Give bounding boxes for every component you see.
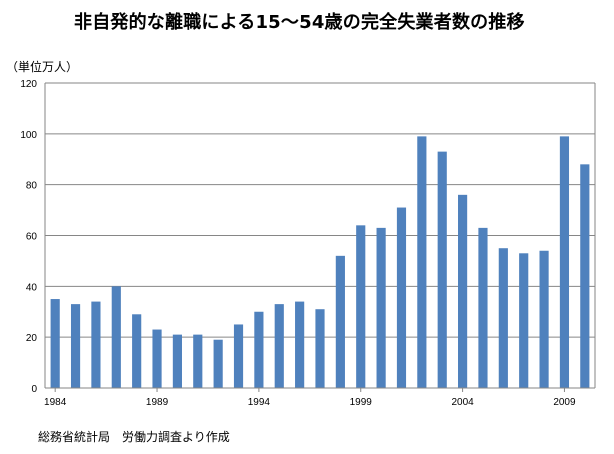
bar-2006 [498,248,508,388]
bar-1988 [132,314,142,388]
bar-1989 [152,329,162,388]
bar-2004 [458,194,468,388]
x-tick-label: 2004 [451,397,474,408]
y-tick-label: 60 [26,232,38,243]
bar-1985 [70,304,81,388]
y-tick-label: 120 [20,79,37,90]
x-tick-label: 2009 [553,397,576,408]
bar-2001 [396,207,407,388]
bar-1987 [111,286,121,388]
y-tick-label: 20 [26,333,38,344]
unit-label: （単位万人） [6,60,79,74]
axes [44,83,596,389]
bar-1986 [91,301,101,388]
x-tick-label: 1994 [248,397,271,408]
bar-1996 [295,301,305,388]
bar-1995 [274,304,284,388]
bar-1997 [315,309,325,388]
bar-2000 [376,227,386,388]
bar-2007 [519,253,529,388]
source-note: 総務省統計局 労働力調査より作成 [38,430,230,444]
x-tick-label: 1999 [350,397,373,408]
chart-title: 非自発的な離職による15～54歳の完全失業者数の推移 [74,12,525,33]
bar-1999 [356,225,366,388]
bar-1992 [213,339,223,388]
bar-1991 [193,334,203,388]
gridlines [45,82,595,338]
bar-2009 [559,136,570,388]
x-tick-label: 1984 [44,397,67,408]
y-tick-label: 40 [26,282,38,293]
y-tick-label: 80 [26,181,38,192]
bars [50,136,590,388]
bar-1984 [50,299,60,388]
bar-2003 [437,151,447,388]
y-tick-label: 0 [31,384,37,395]
x-tick-label: 1989 [146,397,169,408]
bar-2008 [539,250,549,388]
bar-1994 [254,311,264,388]
bar-1998 [335,255,345,388]
bar-2010 [580,164,590,388]
bar-2005 [478,227,488,388]
y-axis-ticks: 0 20 40 60 80 100 120 [20,79,37,395]
bar-1993 [233,324,244,388]
bar-2002 [417,136,427,388]
y-tick-label: 100 [20,130,37,141]
bar-1990 [172,334,182,388]
x-axis-ticks: 1984 1989 1994 1999 2004 2009 [44,388,576,408]
